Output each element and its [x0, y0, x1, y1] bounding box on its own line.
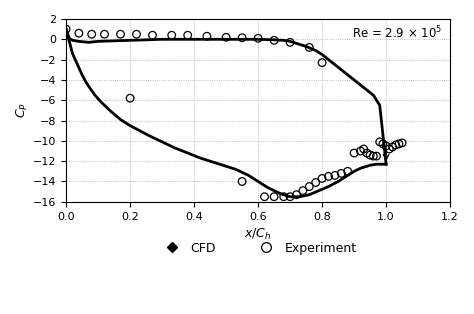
Point — [126, 96, 134, 101]
Point — [383, 143, 390, 149]
Point — [319, 176, 326, 181]
Point — [379, 141, 387, 146]
Point — [280, 194, 288, 199]
Point — [360, 146, 367, 151]
Point — [376, 139, 383, 144]
Point — [117, 32, 124, 37]
Point — [168, 33, 175, 38]
Point — [299, 188, 307, 193]
Point — [184, 33, 191, 38]
Point — [238, 179, 246, 184]
Point — [238, 35, 246, 40]
Point — [398, 140, 406, 145]
Point — [270, 194, 278, 199]
Text: Re = 2.9 $\times$ 10$^5$: Re = 2.9 $\times$ 10$^5$ — [352, 24, 442, 41]
Point — [306, 45, 313, 50]
Point — [255, 36, 262, 41]
Point — [222, 35, 230, 40]
Point — [306, 184, 313, 189]
Point — [344, 169, 352, 174]
Point — [62, 27, 70, 32]
Point — [261, 194, 268, 199]
Point — [385, 146, 393, 151]
Point — [395, 141, 403, 146]
Point — [312, 180, 319, 185]
Point — [100, 32, 108, 37]
Point — [392, 143, 400, 148]
Point — [366, 153, 374, 158]
Point — [286, 194, 294, 199]
Point — [203, 34, 211, 39]
Legend: CFD, Experiment: CFD, Experiment — [155, 236, 362, 259]
Point — [293, 192, 301, 197]
Point — [370, 154, 377, 159]
Point — [286, 40, 294, 45]
Point — [270, 38, 278, 43]
Point — [319, 60, 326, 65]
Point — [350, 150, 358, 155]
Point — [373, 154, 380, 159]
Point — [88, 32, 95, 37]
Point — [149, 33, 156, 38]
Point — [389, 144, 396, 149]
Point — [357, 149, 365, 154]
Point — [363, 150, 371, 155]
Y-axis label: $C_P$: $C_P$ — [15, 102, 30, 118]
X-axis label: $x/C_h$: $x/C_h$ — [244, 227, 272, 242]
Point — [133, 32, 140, 37]
Point — [337, 171, 345, 176]
Point — [75, 31, 82, 36]
Point — [325, 174, 332, 179]
Point — [331, 173, 339, 178]
